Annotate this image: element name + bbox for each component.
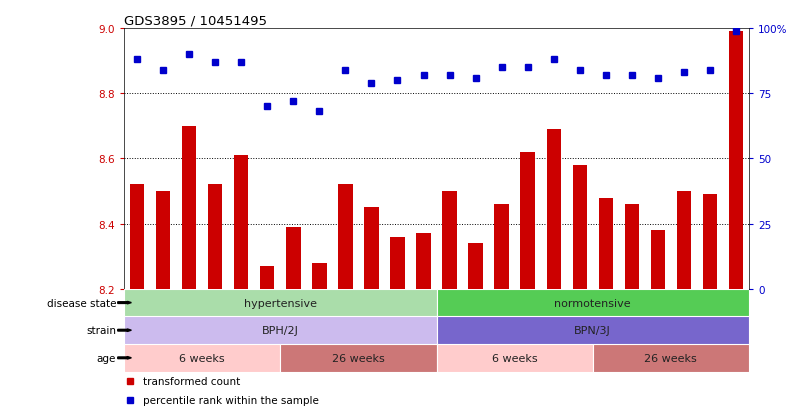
Bar (130, 185, 144, 289)
Bar (469, 244, 483, 289)
Text: GDS3895 / 10451495: GDS3895 / 10451495 (124, 15, 268, 28)
Bar (260, 266, 275, 289)
Bar (437, 344, 593, 372)
Bar (390, 237, 405, 289)
Bar (677, 192, 691, 289)
Bar (124, 344, 280, 372)
Bar (494, 204, 509, 289)
Text: BPH/2J: BPH/2J (262, 325, 299, 335)
Bar (312, 263, 327, 289)
Bar (625, 204, 639, 289)
Bar (234, 156, 248, 289)
Text: hypertensive: hypertensive (244, 298, 317, 308)
Text: normotensive: normotensive (554, 298, 631, 308)
Bar (338, 185, 352, 289)
Bar (364, 208, 379, 289)
Text: 26 weeks: 26 weeks (332, 353, 384, 363)
Bar (182, 126, 196, 289)
Bar (442, 192, 457, 289)
Bar (417, 234, 431, 289)
Bar (286, 227, 300, 289)
Bar (280, 344, 437, 372)
Text: disease state: disease state (46, 298, 116, 308)
Bar (546, 130, 561, 289)
Bar (208, 185, 223, 289)
Bar (729, 32, 743, 289)
Text: 26 weeks: 26 weeks (645, 353, 697, 363)
Text: strain: strain (87, 325, 116, 335)
Bar (124, 317, 437, 344)
Bar (437, 289, 749, 317)
Bar (593, 344, 749, 372)
Bar (156, 192, 171, 289)
Text: 6 weeks: 6 weeks (179, 353, 225, 363)
Text: BPN/3J: BPN/3J (574, 325, 611, 335)
Bar (521, 152, 535, 289)
Bar (124, 289, 437, 317)
Text: 6 weeks: 6 weeks (492, 353, 537, 363)
Text: percentile rank within the sample: percentile rank within the sample (143, 394, 319, 405)
Text: transformed count: transformed count (143, 376, 240, 386)
Bar (598, 198, 613, 289)
Bar (650, 230, 665, 289)
Bar (573, 166, 587, 289)
Text: age: age (97, 353, 116, 363)
Bar (437, 317, 749, 344)
Bar (702, 195, 717, 289)
